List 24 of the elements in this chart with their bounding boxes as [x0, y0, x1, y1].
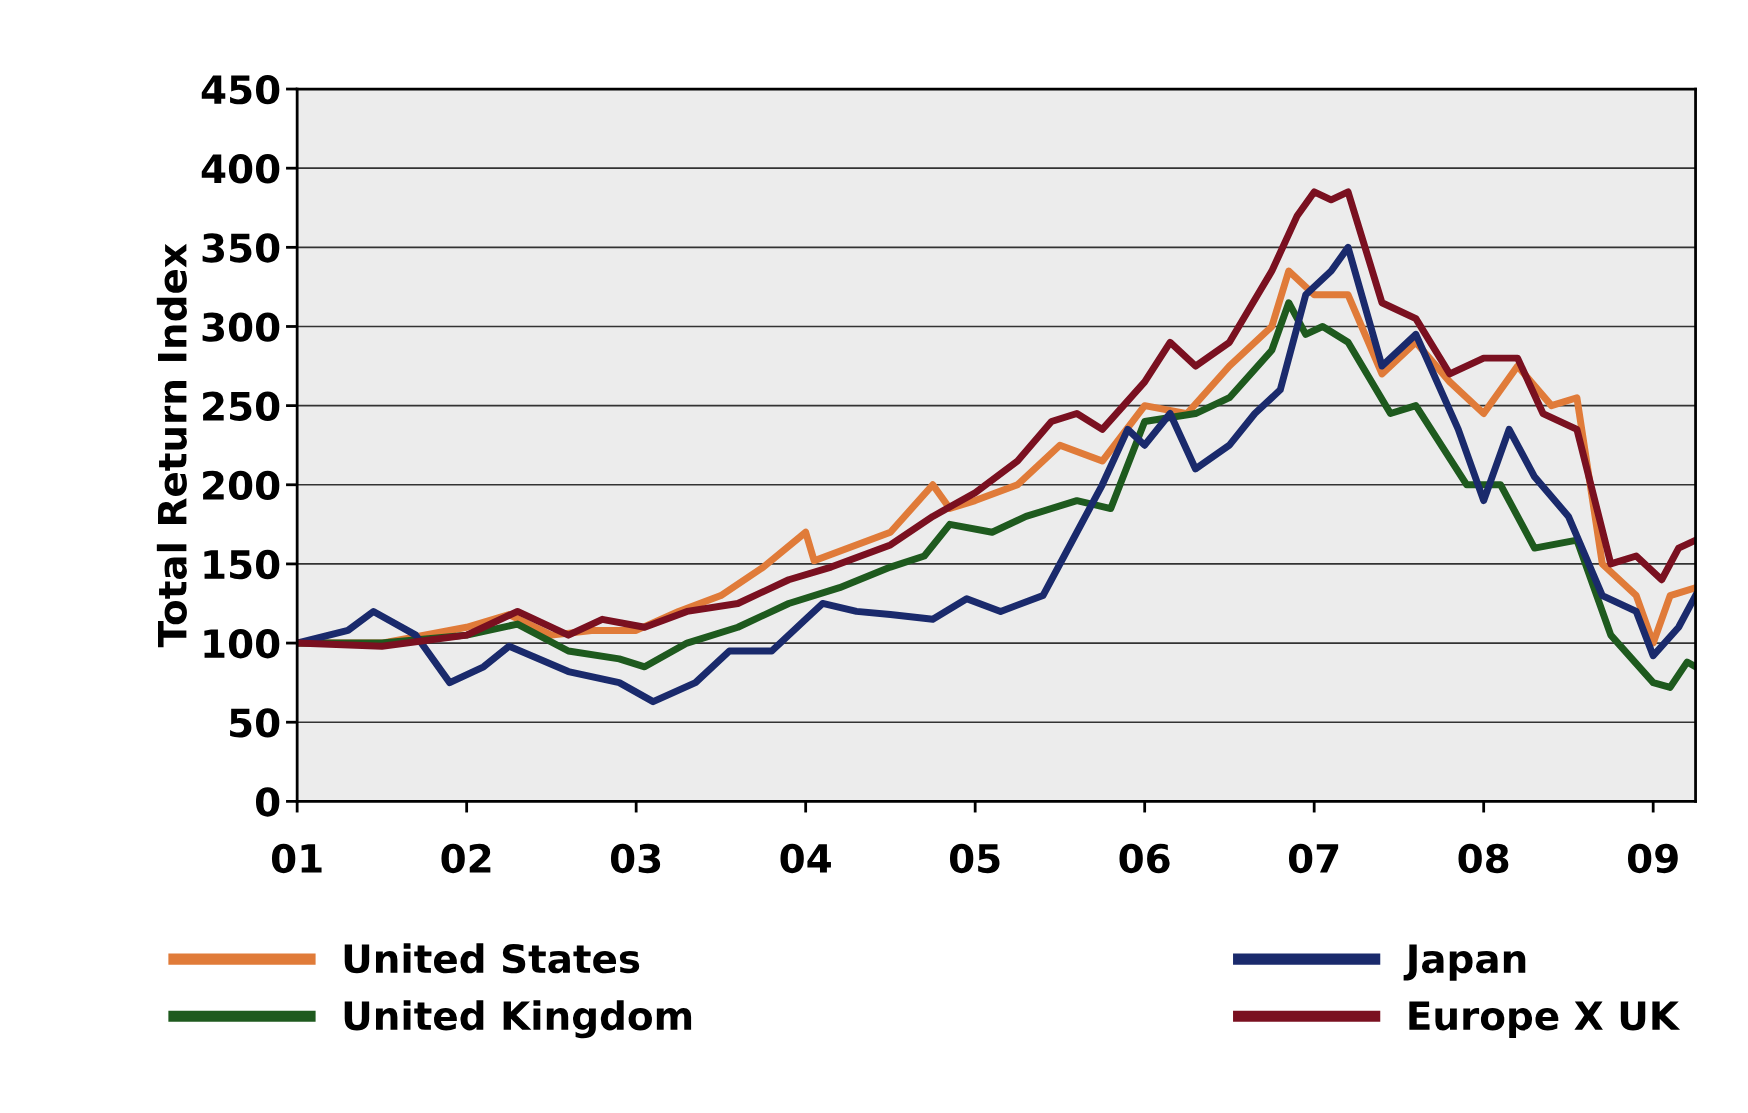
x-tick-label: 08 — [1458, 843, 1509, 874]
y-tick-label: 400 — [201, 154, 280, 184]
y-tick-label: 100 — [204, 628, 280, 659]
x-tick-label: 09 — [1627, 843, 1678, 874]
legend-label: Europe X UK — [1409, 1001, 1681, 1038]
y-tick-label: 350 — [202, 233, 280, 263]
x-tick-label: 06 — [1119, 843, 1170, 874]
legend-label: Japan — [1403, 944, 1526, 981]
y-tick-label: 250 — [203, 391, 280, 421]
y-tick-label: 150 — [204, 549, 280, 580]
legend-label: United Kingdom — [344, 1000, 692, 1039]
x-tick-label: 03 — [610, 843, 661, 874]
y-tick-label: 50 — [230, 708, 280, 738]
x-tick-label: 01 — [271, 843, 322, 874]
legend-label: United States — [344, 943, 640, 974]
x-tick-label: 04 — [780, 843, 831, 874]
y-tick-label: 0 — [255, 787, 280, 817]
x-tick-label: 02 — [441, 843, 491, 874]
y-axis-title: Total Return Index — [156, 243, 187, 648]
y-tick-label: 450 — [201, 74, 280, 105]
y-tick-label: 200 — [203, 470, 280, 501]
x-tick-label: 05 — [949, 843, 1000, 874]
x-tick-label: 07 — [1288, 843, 1339, 874]
y-tick-label: 300 — [202, 312, 280, 342]
